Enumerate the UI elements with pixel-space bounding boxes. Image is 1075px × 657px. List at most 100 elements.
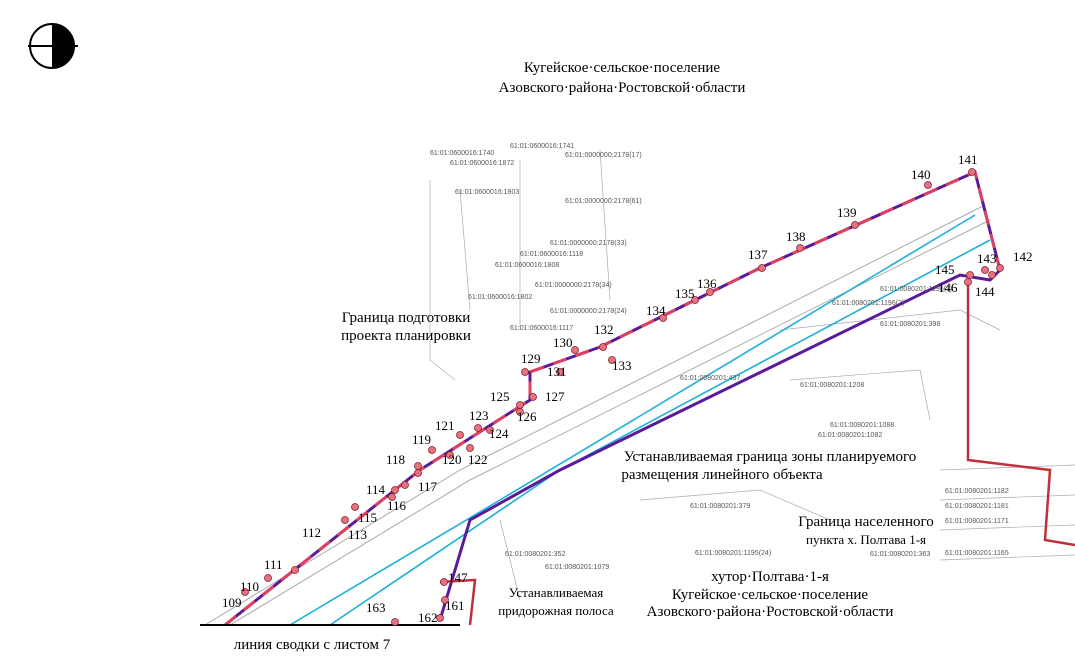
parcel-label: 61:01:0000000:2178(33) xyxy=(550,240,627,247)
point-marker xyxy=(968,168,976,176)
point-marker xyxy=(758,264,766,272)
point-marker xyxy=(556,368,564,376)
parcel-label: 61:01:0080201:1196(1) xyxy=(880,286,952,293)
parcel-label: 61:01:0000000:2178(34) xyxy=(535,282,612,289)
boundary xyxy=(200,169,1075,627)
parcel-label: 61:01:0600016:1117 xyxy=(510,325,573,332)
parcel-label: 61:01:0080201:398 xyxy=(880,321,940,328)
parcel-label: 61:01:0080201:352 xyxy=(505,551,565,558)
parcel-label: 61:01:0080201:1195(24) xyxy=(695,550,771,557)
point-marker xyxy=(264,574,272,582)
point-label: 139 xyxy=(837,205,857,220)
parcel-label: 61:01:0080201:1082 xyxy=(818,432,882,439)
point-label: 116 xyxy=(387,498,407,513)
parcel-label: 61:01:0080201:1171 xyxy=(945,518,1009,525)
point-marker xyxy=(440,578,448,586)
point-label: 121 xyxy=(435,418,455,433)
point-marker xyxy=(414,462,422,470)
parcel-label: 61:01:0080201:1079 xyxy=(545,564,609,571)
annotation-line: придорожная полоса xyxy=(498,603,614,618)
point-marker xyxy=(599,343,607,351)
point-marker xyxy=(691,296,699,304)
point-marker xyxy=(981,266,989,274)
point-marker xyxy=(474,424,482,432)
parcel-label: 61:01:0080201:1196(2) xyxy=(832,300,904,307)
point-label: 131 xyxy=(547,364,567,379)
point-label: 142 xyxy=(1013,249,1033,264)
point-marker xyxy=(608,356,616,364)
parcel-label: 61:01:0600016:1803 xyxy=(455,189,519,196)
point-marker xyxy=(706,288,714,296)
point-label: 163 xyxy=(366,600,386,615)
point-marker xyxy=(391,486,399,494)
point-label: 120 xyxy=(442,452,462,467)
parcel-label: 61:01:0600016:1741 xyxy=(510,143,574,150)
point-marker xyxy=(456,431,464,439)
point-marker xyxy=(529,393,537,401)
point-marker xyxy=(851,221,859,229)
point-marker xyxy=(401,481,409,489)
point-marker xyxy=(391,618,399,626)
point-marker xyxy=(659,314,667,322)
point-label: 137 xyxy=(748,247,768,262)
point-label: 162 xyxy=(418,610,438,625)
parcel-label: 61:01:0600016:1872 xyxy=(450,160,514,167)
point-marker xyxy=(571,346,579,354)
annotation-line: Устанавливаемая xyxy=(509,585,604,600)
point-marker xyxy=(414,469,422,477)
point-label: 146 xyxy=(938,280,958,295)
point-label: 126 xyxy=(517,409,537,424)
point-marker xyxy=(388,493,396,501)
parcel-label: 61:01:0000000:2178(24) xyxy=(550,308,627,315)
point-label: 138 xyxy=(786,229,806,244)
parcel-label: 61:01:0600016:1802 xyxy=(468,294,532,301)
header: Кугейское·сельское·поселение Азовского·р… xyxy=(499,60,746,96)
point-label: 118 xyxy=(386,452,405,467)
point-marker xyxy=(796,244,804,252)
point-marker xyxy=(521,368,529,376)
point-label: 136 xyxy=(697,276,717,291)
header-line: Азовского·района·Ростовской·области xyxy=(499,80,746,96)
point-marker xyxy=(466,444,474,452)
point-label: 119 xyxy=(412,432,431,447)
point-label: 147 xyxy=(448,570,468,585)
annotation-line: Кугейское·сельское·поселение xyxy=(672,587,868,603)
annotation-line: Устанавливаемая граница зоны планируемог… xyxy=(624,449,917,465)
point-marker xyxy=(291,566,299,574)
point-label: 127 xyxy=(545,389,565,404)
point-label: 144 xyxy=(975,284,995,299)
annotations: Граница подготовки проекта планировки Ус… xyxy=(234,310,934,653)
point-label: 117 xyxy=(418,479,438,494)
annotation-line: Азовского·района·Ростовской·области xyxy=(647,604,894,620)
header-line: Кугейское·сельское·поселение xyxy=(524,60,720,76)
parcel-label: 61:01:0000000:2178(61) xyxy=(565,198,642,205)
parcel-label: 61:01:0000000:2178(17) xyxy=(565,152,642,159)
point-marker xyxy=(446,451,454,459)
point-label: 109 xyxy=(222,595,242,610)
annotation-line: проекта планировки xyxy=(341,328,471,344)
parcel-label: 61:01:0080201:1182 xyxy=(945,488,1009,495)
point-marker xyxy=(516,401,524,409)
compass xyxy=(28,23,78,69)
point-marker xyxy=(516,408,524,416)
point-marker xyxy=(996,264,1004,272)
point-label: 130 xyxy=(553,335,573,350)
point-marker xyxy=(966,271,974,279)
point-label: 122 xyxy=(468,452,488,467)
parcel-label: 61:01:0080201:1088 xyxy=(830,422,894,429)
point-marker xyxy=(486,426,494,434)
road xyxy=(204,204,991,626)
annotation-line: размещения линейного объекта xyxy=(621,467,823,483)
point-label: 124 xyxy=(489,426,509,441)
parcel-label: 61:01:0080201:1165 xyxy=(945,550,1009,557)
point-marker xyxy=(964,278,972,286)
point-marker xyxy=(428,446,436,454)
parcel-label: 61:01:0080201:379 xyxy=(690,503,750,510)
point-label: 143 xyxy=(977,251,997,266)
point-label: 115 xyxy=(358,510,377,525)
point-label: 133 xyxy=(612,358,632,373)
point-marker xyxy=(441,596,449,604)
point-label: 135 xyxy=(675,286,695,301)
